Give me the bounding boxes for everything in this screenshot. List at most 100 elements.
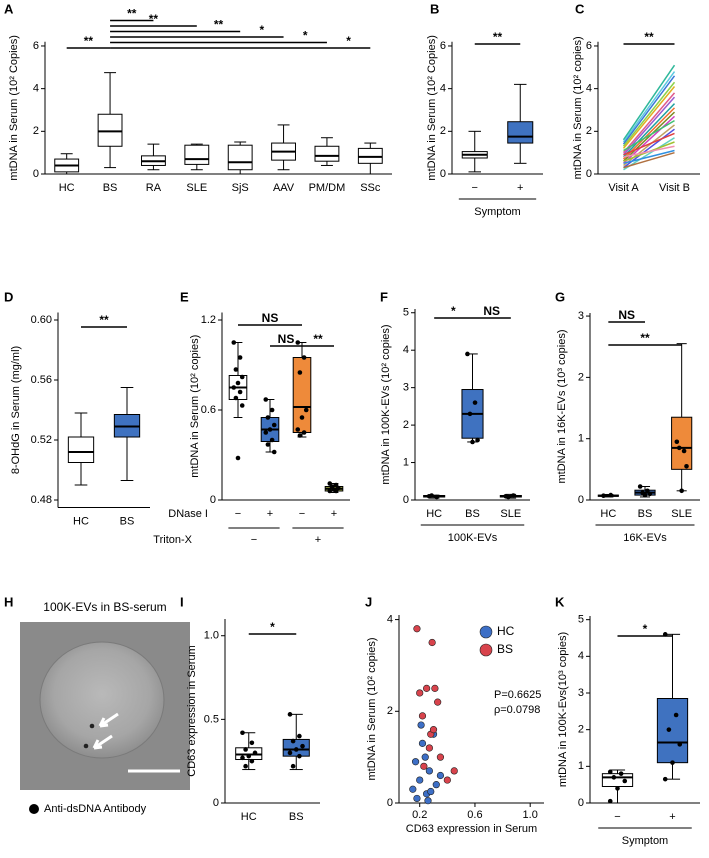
x-tick-label: PM/DM (309, 182, 346, 194)
data-point (684, 463, 689, 469)
line (622, 103, 676, 158)
data-point (601, 493, 606, 499)
data-point (303, 407, 309, 413)
data-point (431, 684, 439, 692)
y-tick-label: 5 (403, 307, 409, 319)
data-point (677, 742, 683, 747)
x-tick-label: HC (426, 508, 442, 520)
data-point (429, 493, 434, 498)
data-point (287, 712, 293, 717)
y-tick-label: 0 (33, 168, 39, 180)
data-point (670, 760, 675, 765)
data-point (235, 380, 241, 386)
line (623, 149, 675, 165)
data-point (472, 400, 478, 405)
row-label: Triton-X (153, 534, 192, 546)
y-tick-label: 6 (440, 40, 446, 52)
line (622, 92, 676, 154)
x-tick-label: Visit B (659, 182, 690, 194)
box (97, 113, 123, 147)
x-tick-label: SjS (232, 182, 249, 194)
data-point (421, 753, 429, 761)
panel-label: A (4, 1, 14, 16)
data-point (425, 744, 433, 752)
data-point (429, 726, 438, 734)
data-point (239, 374, 245, 380)
significance-label: ** (493, 30, 503, 44)
y-tick-label: 0.48 (31, 494, 52, 506)
data-point (413, 625, 421, 633)
data-point (327, 488, 333, 494)
data-point (674, 439, 680, 445)
data-point (434, 494, 439, 500)
y-tick-label: 1.0 (204, 630, 219, 642)
significance-label: ** (99, 313, 109, 327)
x-tick-label: − (235, 508, 241, 520)
y-axis-label: mtDNA in Serum (10² Copies) (8, 35, 20, 181)
x-tick-label: BS (120, 515, 135, 527)
data-point (299, 415, 305, 420)
vesicle (39, 641, 165, 759)
y-tick-label: 0 (586, 168, 592, 180)
panel-label: K (555, 594, 565, 609)
y-tick-label: 0 (440, 168, 446, 180)
data-point (681, 448, 687, 454)
line (623, 145, 675, 158)
data-point (295, 427, 301, 432)
x-tick-label: HC (600, 508, 616, 520)
y-tick-label: 6 (33, 40, 39, 52)
x-tick-label: AAV (273, 182, 295, 194)
y-tick-label: 1 (403, 456, 409, 468)
panel-label: F (380, 289, 388, 304)
x-tick-label: − (299, 508, 305, 520)
x-tick-label: + (267, 508, 273, 520)
gold-particle (89, 723, 95, 729)
x-tick-label: SLE (671, 508, 692, 520)
data-point (666, 727, 672, 732)
group-tick-label: − (251, 534, 257, 546)
data-point (411, 758, 420, 766)
data-point (249, 758, 255, 764)
data-point (475, 437, 480, 443)
data-point (647, 491, 653, 497)
box (292, 357, 312, 433)
significance-label: NS (618, 308, 635, 322)
data-point (231, 340, 237, 345)
data-point (235, 455, 241, 461)
box (656, 698, 689, 764)
significance-label: ** (640, 331, 650, 345)
data-point (615, 786, 620, 791)
data-point (297, 733, 302, 739)
line (623, 151, 675, 169)
significance-label: ** (127, 7, 137, 21)
y-tick-label: 0 (403, 494, 409, 506)
line (623, 132, 675, 156)
x-axis-label: CD63 expression in Serum (406, 823, 537, 835)
y-tick-label: 4 (403, 344, 409, 356)
data-point (511, 493, 516, 498)
annotation: P=0.6625 (494, 689, 541, 701)
data-point (290, 763, 296, 769)
x-tick-label: + (331, 508, 337, 520)
data-point (506, 494, 511, 500)
image-caption: Anti-dsDNA Antibody (44, 803, 147, 815)
x-tick-label: 0.2 (412, 809, 427, 821)
data-point (263, 397, 269, 402)
y-tick-label: 0 (210, 494, 216, 506)
data-point (271, 422, 277, 428)
y-tick-label: 3 (403, 382, 409, 394)
data-point (467, 411, 473, 417)
image-title: 100K-EVs in BS-serum (43, 600, 166, 614)
box (314, 145, 340, 162)
y-axis-label: mtDNA in 100K-Evs(10³ copies) (557, 632, 569, 787)
group-label: 100K-EVs (448, 532, 498, 544)
data-point (676, 445, 682, 451)
data-point (246, 753, 252, 759)
x-tick-label: + (517, 182, 523, 194)
panel-label: B (430, 1, 439, 16)
x-tick-label: − (472, 182, 478, 194)
y-tick-label: 6 (586, 40, 592, 52)
box (601, 773, 634, 788)
data-point (416, 776, 424, 784)
data-point (425, 767, 433, 775)
